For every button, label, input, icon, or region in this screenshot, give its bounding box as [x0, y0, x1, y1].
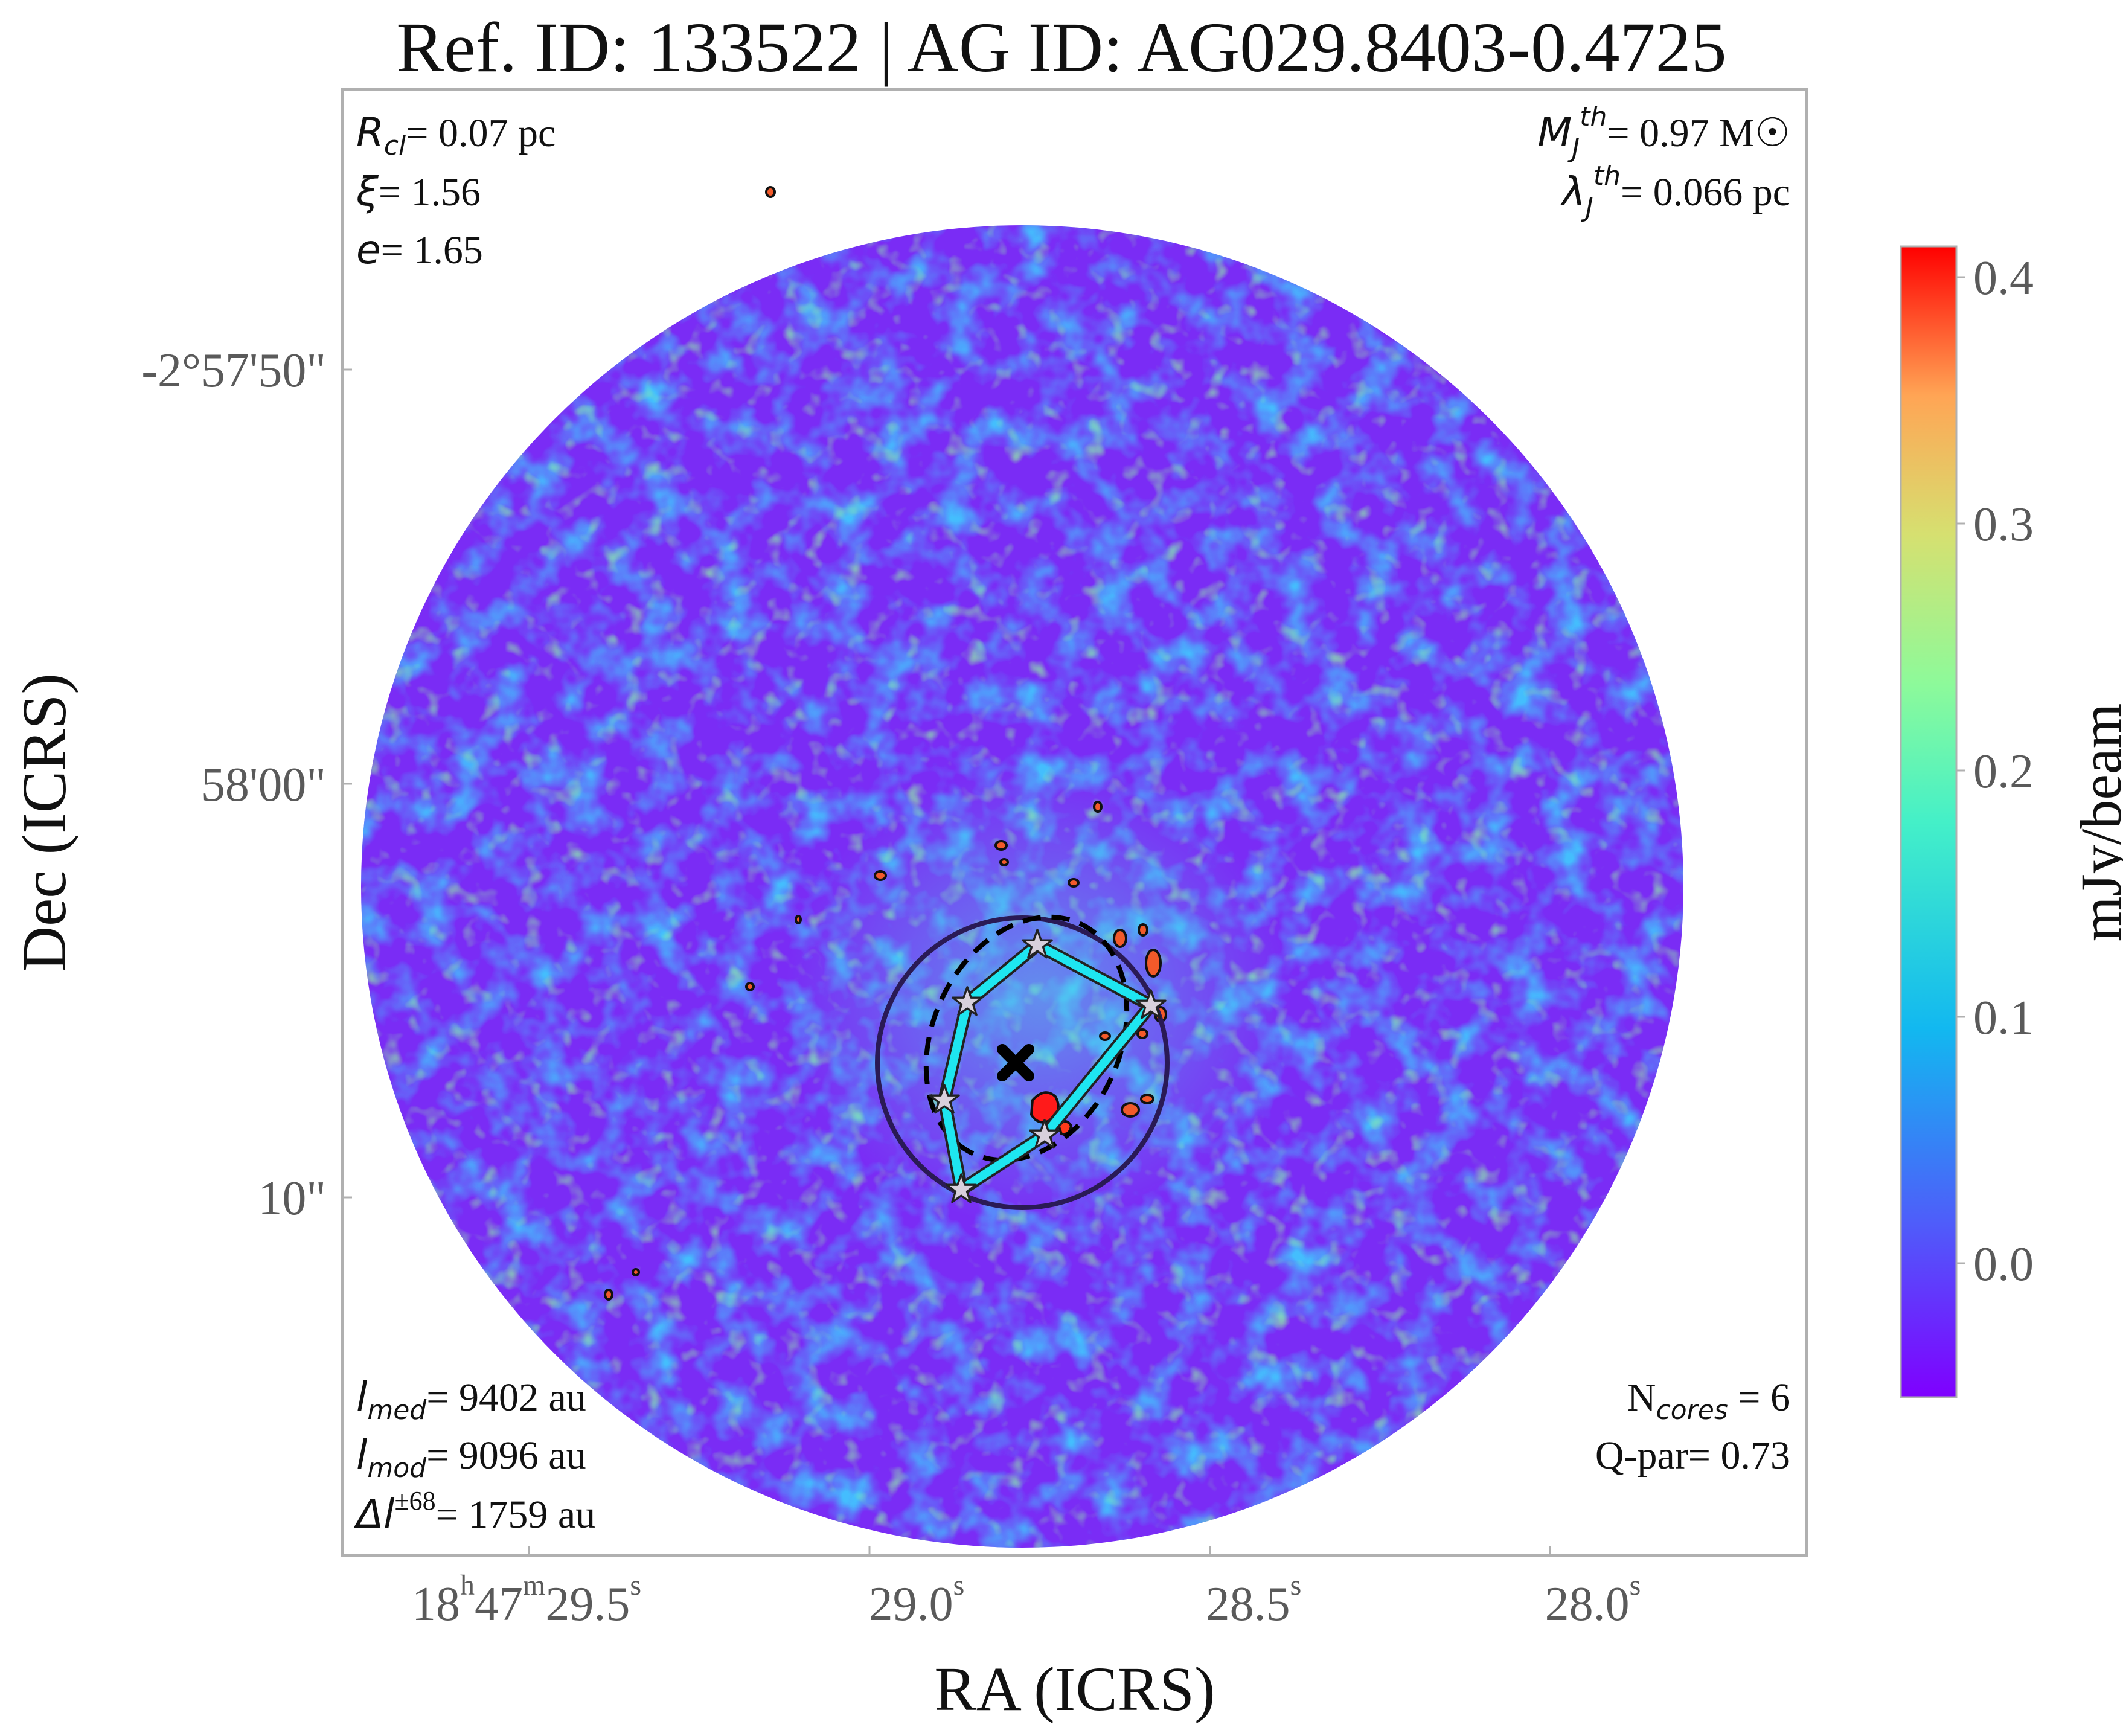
- colorbar-label: mJy/beam: [2069, 703, 2123, 942]
- x-axis-label: RA (ICRS): [934, 1654, 1215, 1724]
- x-tick-label: 29.0s: [869, 1569, 965, 1631]
- x-tick-labels: 18h47m29.5s 29.0s 28.5s 28.0s: [412, 1569, 1641, 1631]
- colorbar: 0.4 0.3 0.2 0.1 0.0 mJy/beam: [1900, 245, 2123, 1398]
- colorbar-tick-label: 0.4: [1973, 252, 2034, 305]
- y-tick-label: 58'00": [201, 758, 326, 812]
- colorbar-tick-label: 0.1: [1973, 991, 2034, 1045]
- annotation-bottom-left: lmed= 9402 au lmod= 9096 au Δl±68= 1759 …: [353, 1374, 595, 1537]
- minimum-spanning-tree: [938, 938, 1158, 1196]
- clump-radius-circle: [875, 915, 1170, 1210]
- x-tick-label: 28.0s: [1545, 1569, 1641, 1631]
- emission-map: [361, 225, 1683, 1548]
- y-tick-label: -2°57'50": [141, 344, 326, 397]
- xi-annotation: ξ= 1.56: [356, 168, 481, 215]
- annotation-bottom-right: Ncores = 6 Q-par= 0.73: [1595, 1376, 1790, 1478]
- colorbar-tick-label: 0.2: [1973, 745, 2034, 798]
- mode-separation-annotation: lmod= 9096 au: [356, 1432, 586, 1484]
- separation-spread-annotation: Δl±68= 1759 au: [353, 1486, 595, 1537]
- colorbar-tick-label: 0.0: [1973, 1238, 2034, 1291]
- y-axis-label: Dec (ICRS): [10, 673, 79, 972]
- jeans-length-annotation: λJth= 0.066 pc: [1560, 161, 1790, 223]
- core-count-annotation: Ncores = 6: [1627, 1376, 1790, 1426]
- annotation-top-right: MJth= 0.97 M☉ λJth= 0.066 pc: [1537, 101, 1790, 223]
- core-fit-ellipse: [923, 914, 1130, 1163]
- y-tick-labels: -2°57'50" 58'00" 10": [141, 344, 326, 1225]
- clump-radius-annotation: Rcl= 0.07 pc: [356, 109, 556, 161]
- jeans-mass-annotation: MJth= 0.97 M☉: [1537, 101, 1790, 164]
- axis-ticks: [342, 368, 1551, 1555]
- eccentricity-annotation: e= 1.65: [356, 226, 483, 273]
- median-separation-annotation: lmed= 9402 au: [356, 1374, 586, 1426]
- y-tick-label: 10": [258, 1172, 326, 1225]
- plot-title: Ref. ID: 133522 | AG ID: AG029.8403-0.47…: [396, 8, 1727, 87]
- colorbar-tick-label: 0.3: [1973, 498, 2034, 551]
- q-parameter-annotation: Q-par= 0.73: [1595, 1433, 1790, 1478]
- colorbar-gradient: [1900, 245, 1958, 1398]
- x-tick-label: 18h47m29.5s: [412, 1569, 641, 1631]
- annotation-top-left: Rcl= 0.07 pc ξ= 1.56 e= 1.65: [356, 109, 556, 273]
- clump-center-marker: [997, 1044, 1034, 1081]
- x-tick-label: 28.5s: [1206, 1569, 1302, 1631]
